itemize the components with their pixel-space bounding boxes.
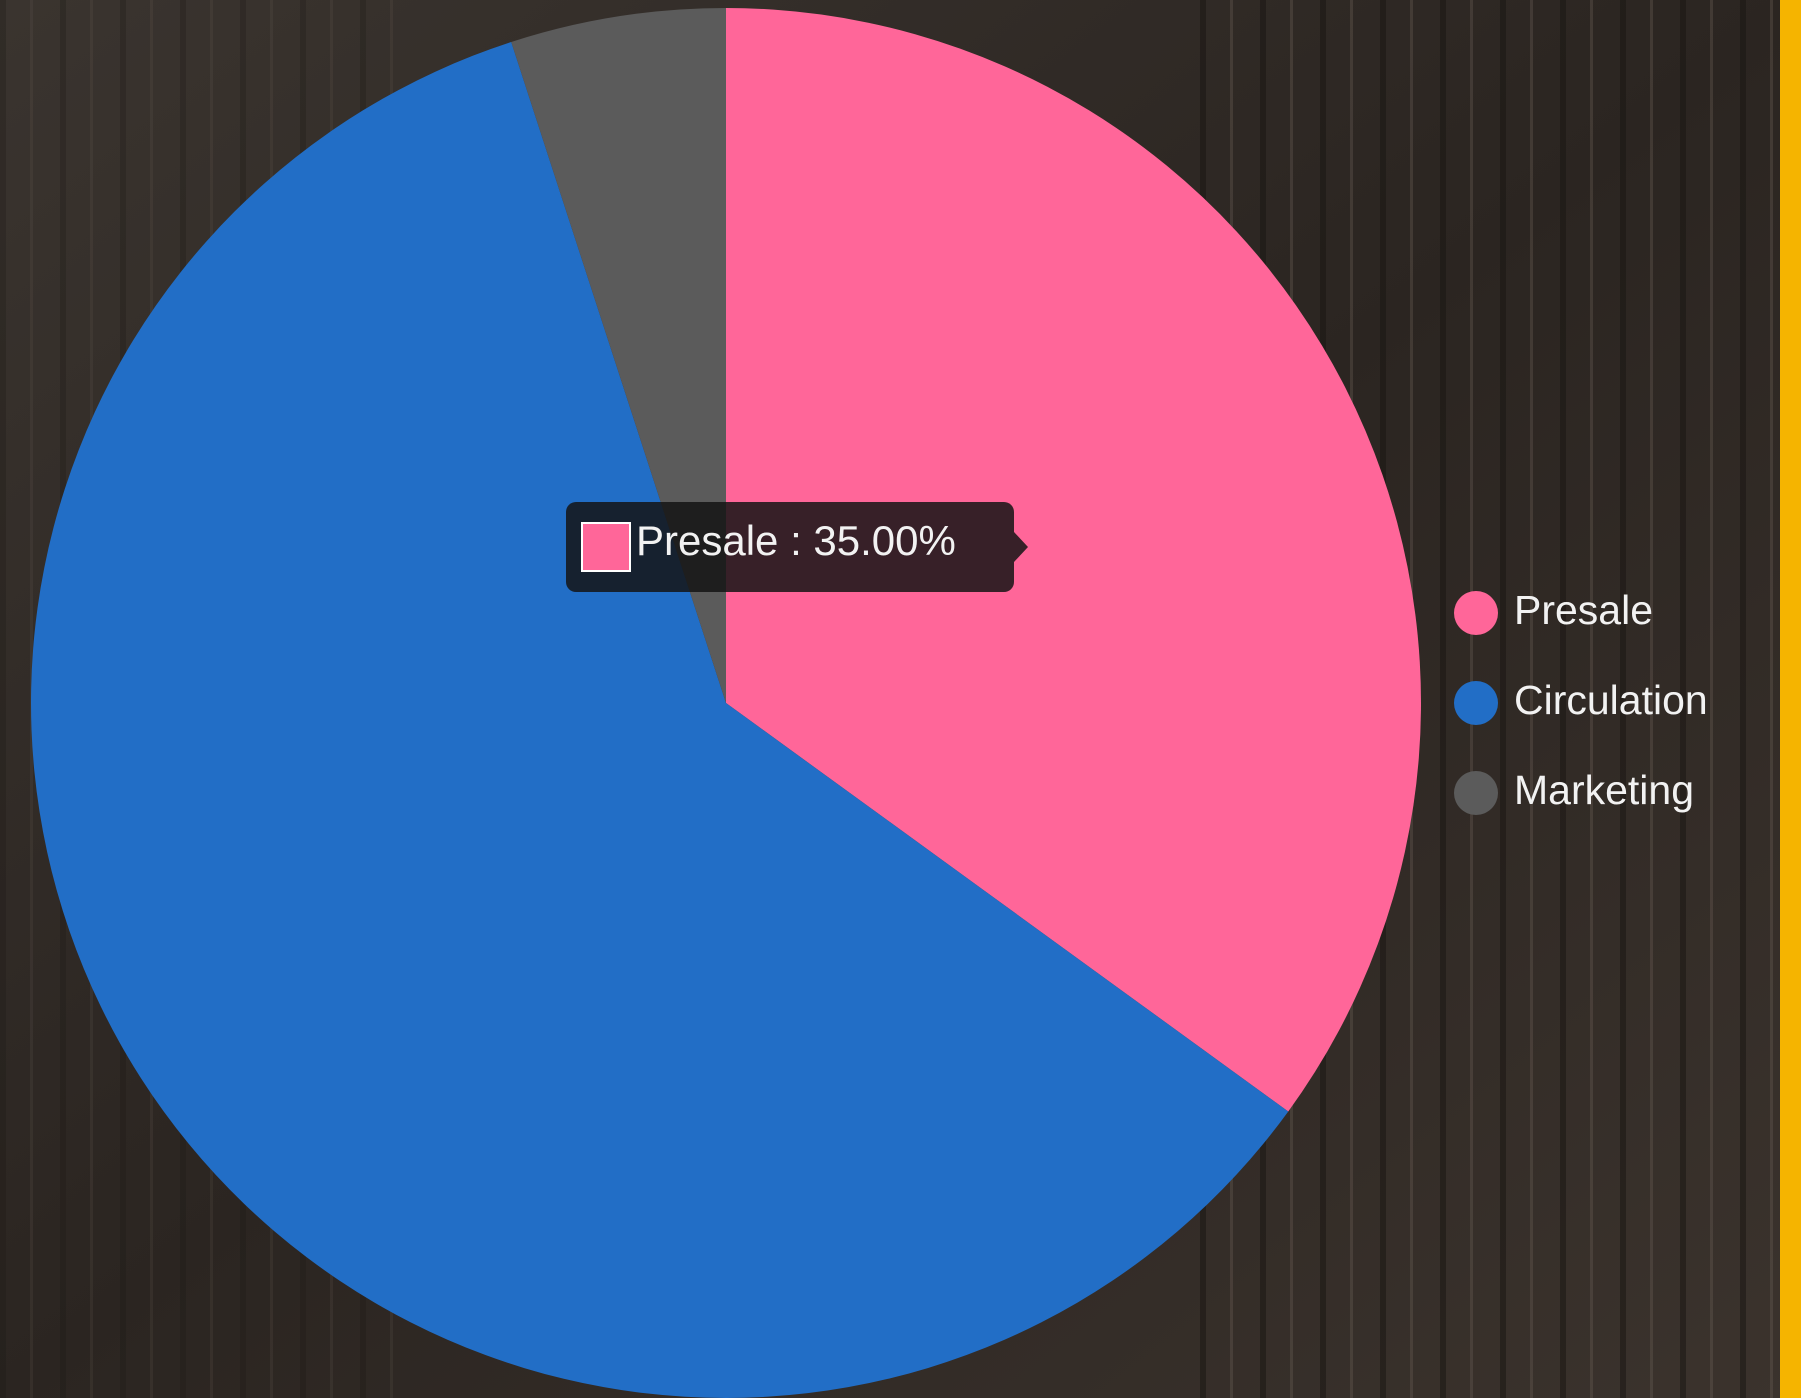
tooltip-swatch (581, 522, 631, 572)
pie (31, 7, 1421, 1398)
legend-marker (1454, 771, 1498, 815)
tooltip-arrow (1014, 532, 1028, 562)
pie-slice (31, 42, 1289, 1398)
legend-marker (1454, 591, 1498, 635)
tooltip-box (566, 502, 1014, 592)
legend-label: Presale (1514, 587, 1653, 633)
legend: Presale Circulation Marketing (1454, 587, 1708, 815)
tooltip: Presale : 35.00% (566, 502, 1028, 592)
pie-slice (726, 8, 1421, 1112)
tooltip-text: Presale : 35.00% (636, 517, 956, 564)
legend-label: Marketing (1514, 767, 1694, 813)
accent-bar (1780, 0, 1801, 1398)
legend-label: Circulation (1514, 677, 1708, 723)
legend-marker (1454, 681, 1498, 725)
